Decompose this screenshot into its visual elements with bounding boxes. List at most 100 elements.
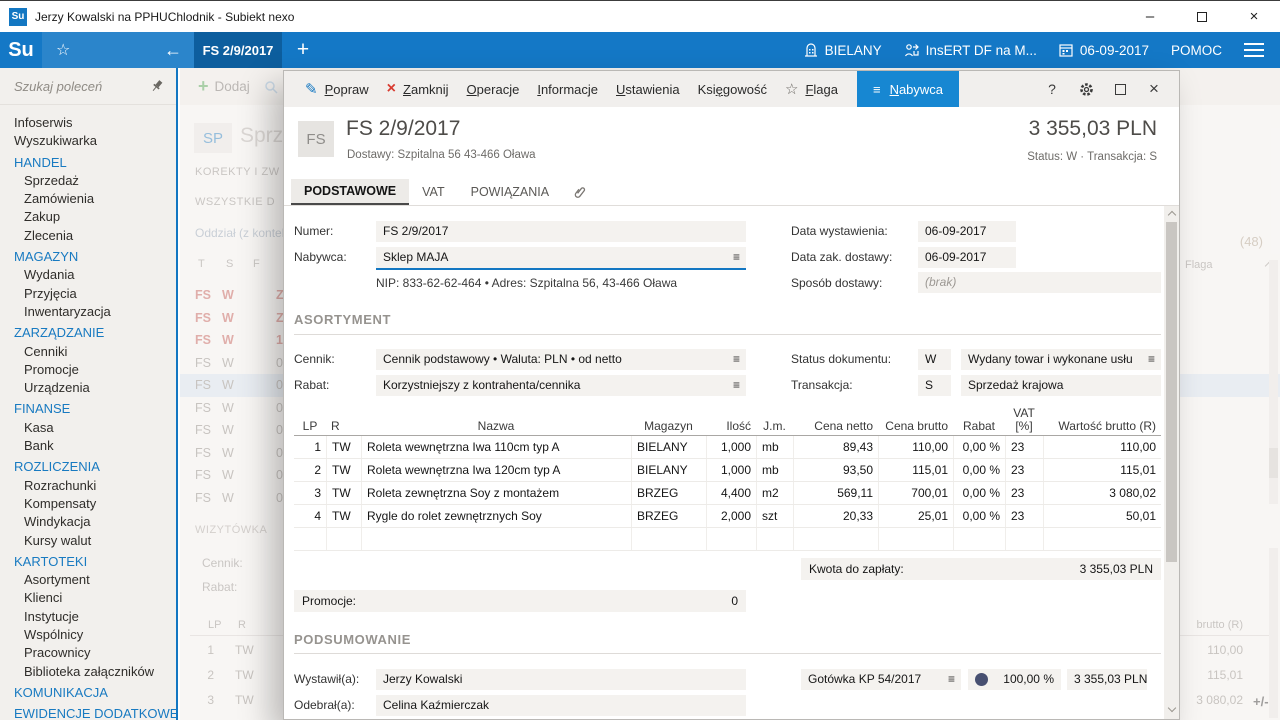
data-zak-field[interactable]: 06-09-2017 xyxy=(918,247,1016,268)
sidebar-item[interactable]: Urządzenia xyxy=(0,379,176,397)
promocje-field[interactable]: Promocje: 0 xyxy=(294,590,746,612)
col-ilosc[interactable]: Ilość xyxy=(706,419,756,433)
col-rabat[interactable]: Rabat xyxy=(953,419,1005,433)
back-arrow-icon[interactable]: ← xyxy=(164,40,182,61)
transakcja-code-field[interactable]: S xyxy=(918,375,951,396)
scroll-up-icon[interactable] xyxy=(1167,211,1175,219)
app-logo[interactable]: Su xyxy=(0,32,42,68)
item-row[interactable]: 4 TW Rygle do rolet zewnętrznych Soy BRZ… xyxy=(294,505,1161,528)
transakcja-desc-field[interactable]: Sprzedaż krajowa xyxy=(961,375,1161,396)
sidebar-item[interactable]: Zamówienia xyxy=(0,190,176,208)
document-tab[interactable]: FS 2/9/2017 xyxy=(194,32,282,68)
sidebar-item[interactable]: Wydania xyxy=(0,266,176,284)
sidebar-item[interactable]: Windykacja xyxy=(0,513,176,531)
sidebar-item[interactable]: Inwentaryzacja xyxy=(0,303,176,321)
sidebar-item[interactable]: Biblioteka załączników xyxy=(0,663,176,681)
zamknij-button[interactable]: × Zamknij xyxy=(378,71,458,107)
tab-powiazania[interactable]: POWIĄZANIA xyxy=(458,179,562,205)
sidebar-item[interactable]: EWIDENCJE DODATKOWE xyxy=(0,705,176,720)
sidebar-item[interactable]: Wspólnicy xyxy=(0,626,176,644)
command-search[interactable]: Szukaj poleceń xyxy=(0,68,176,105)
scroll-down-icon[interactable] xyxy=(1167,704,1175,712)
flaga-button[interactable]: ☆ Flaga xyxy=(776,71,847,107)
dialog-help-button[interactable]: ? xyxy=(1035,71,1069,107)
informacje-menu[interactable]: Informacje xyxy=(528,71,607,107)
new-tab-button[interactable]: + xyxy=(282,32,324,68)
item-row[interactable]: 2 TW Roleta wewnętrzna Iwa 120cm typ A B… xyxy=(294,459,1161,482)
rabat-field[interactable]: Korzystniejszy z kontrahenta/cennika ≡ xyxy=(376,375,746,396)
nabywca-field[interactable]: Sklep MAJA ≡ xyxy=(376,247,746,270)
ustawienia-menu[interactable]: Ustawienia xyxy=(607,71,689,107)
sidebar-item[interactable]: ZARZĄDZANIE xyxy=(0,324,176,342)
status-code-field[interactable]: W xyxy=(918,349,951,370)
sidebar-item[interactable]: KARTOTEKI xyxy=(0,553,176,571)
help-menu[interactable]: POMOC xyxy=(1171,43,1222,58)
minimize-button[interactable]: – xyxy=(1124,1,1176,33)
favorite-star-icon[interactable]: ☆ xyxy=(56,40,70,60)
col-cena-brutto[interactable]: Cena brutto xyxy=(878,419,953,433)
lookup-handle-icon[interactable]: ≡ xyxy=(948,669,955,690)
cennik-field[interactable]: Cennik podstawowy • Waluta: PLN • od net… xyxy=(376,349,746,370)
sidebar-item[interactable]: Przyjęcia xyxy=(0,285,176,303)
lookup-handle-icon[interactable]: ≡ xyxy=(1148,349,1155,370)
sidebar-item[interactable]: Kompensaty xyxy=(0,495,176,513)
date-selector[interactable]: 06-09-2017 xyxy=(1059,43,1149,58)
tab-podstawowe[interactable]: PODSTAWOWE xyxy=(291,179,409,205)
sidebar-item[interactable]: Asortyment xyxy=(0,571,176,589)
col-lp[interactable]: LP xyxy=(294,419,326,433)
attachments-button[interactable] xyxy=(572,179,588,205)
col-jm[interactable]: J.m. xyxy=(756,419,793,433)
dialog-settings-button[interactable] xyxy=(1069,71,1103,107)
payment-percent-field[interactable]: 100,00 % xyxy=(968,669,1061,690)
sidebar-item[interactable]: HANDEL xyxy=(0,154,176,172)
sidebar-item[interactable]: Instytucje xyxy=(0,608,176,626)
tab-vat[interactable]: VAT xyxy=(409,179,457,205)
dialog-close-button[interactable]: × xyxy=(1137,71,1171,107)
popraw-button[interactable]: ✎ Popraw xyxy=(296,71,378,107)
col-cena-netto[interactable]: Cena netto xyxy=(793,419,878,433)
data-wystawienia-field[interactable]: 06-09-2017 xyxy=(918,221,1016,242)
empty-item-row[interactable] xyxy=(294,528,1161,551)
search-input[interactable]: Szukaj poleceń xyxy=(14,79,150,94)
sidebar-item[interactable]: Promocje xyxy=(0,361,176,379)
sidebar-item[interactable]: KOMUNIKACJA xyxy=(0,684,176,702)
sidebar-item[interactable]: FINANSE xyxy=(0,400,176,418)
hamburger-menu-icon[interactable] xyxy=(1244,43,1264,57)
sidebar-item[interactable]: Kasa xyxy=(0,419,176,437)
close-button[interactable]: × xyxy=(1228,1,1280,33)
status-desc-field[interactable]: Wydany towar i wykonane usłu ≡ xyxy=(961,349,1161,370)
sposob-field[interactable]: (brak) xyxy=(918,272,1161,293)
sidebar-item[interactable]: ROZLICZENIA xyxy=(0,458,176,476)
col-nazwa[interactable]: Nazwa xyxy=(361,419,631,433)
lookup-handle-icon[interactable]: ≡ xyxy=(733,349,740,370)
sidebar-item[interactable]: Pracownicy xyxy=(0,644,176,662)
payment-amount-field[interactable]: 3 355,03 PLN xyxy=(1067,669,1147,690)
lookup-handle-icon[interactable]: ≡ xyxy=(733,247,740,268)
sidebar-item[interactable]: Sprzedaż xyxy=(0,172,176,190)
wystawil-field[interactable]: Jerzy Kowalski xyxy=(376,669,746,690)
dialog-scrollbar[interactable] xyxy=(1164,206,1179,719)
maximize-button[interactable] xyxy=(1176,1,1228,33)
sidebar-item[interactable]: Rozrachunki xyxy=(0,477,176,495)
payment-field[interactable]: Gotówka KP 54/2017 ≡ xyxy=(801,669,961,690)
sidebar-item[interactable]: Klienci xyxy=(0,589,176,607)
nabywca-button[interactable]: ≡ Nabywca xyxy=(857,71,959,107)
sidebar-item[interactable]: Kursy walut xyxy=(0,532,176,550)
sidebar-item[interactable]: Cenniki xyxy=(0,343,176,361)
sidebar-item[interactable]: Bank xyxy=(0,437,176,455)
col-magazyn[interactable]: Magazyn xyxy=(631,419,706,433)
operacje-menu[interactable]: Operacje xyxy=(458,71,529,107)
numer-field[interactable]: FS 2/9/2017 xyxy=(376,221,746,242)
sidebar-item[interactable]: Infoserwis xyxy=(0,114,176,132)
sidebar-item[interactable]: Zakup xyxy=(0,208,176,226)
dialog-maximize-button[interactable] xyxy=(1103,71,1137,107)
item-row[interactable]: 1 TW Roleta wewnętrzna Iwa 110cm typ A B… xyxy=(294,436,1161,459)
col-wartosc[interactable]: Wartość brutto (R) xyxy=(1043,419,1161,433)
item-row[interactable]: 3 TW Roleta zewnętrzna Soy z montażem BR… xyxy=(294,482,1161,505)
branch-selector[interactable]: BIELANY xyxy=(804,43,882,58)
ksiegowosc-menu[interactable]: Księgowość xyxy=(689,71,776,107)
sidebar-item[interactable]: Wyszukiwarka xyxy=(0,132,176,150)
dialog-scroll-thumb[interactable] xyxy=(1166,222,1177,562)
lookup-handle-icon[interactable]: ≡ xyxy=(733,375,740,396)
col-r[interactable]: R xyxy=(326,419,361,433)
